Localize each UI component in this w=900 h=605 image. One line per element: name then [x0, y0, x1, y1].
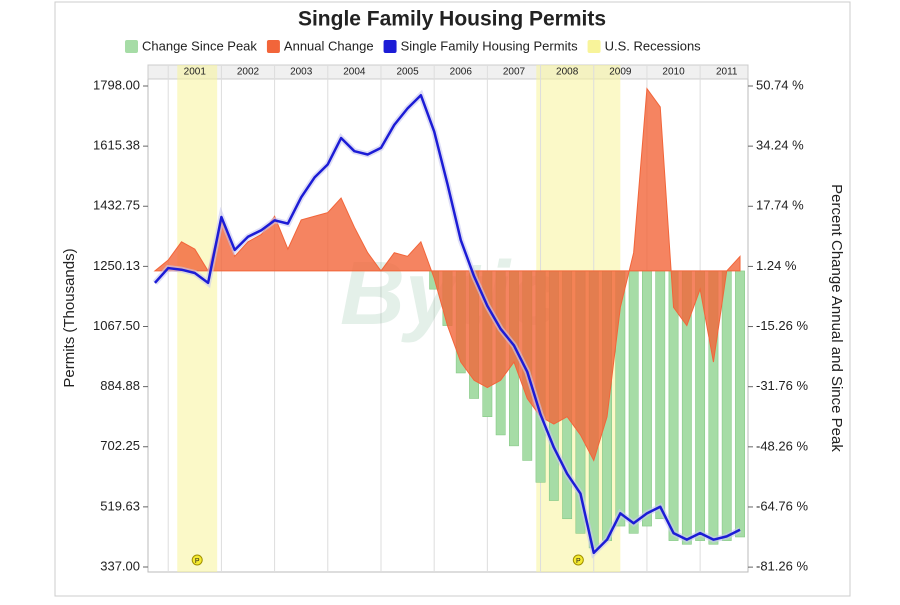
x-tick-label: 2009: [609, 67, 632, 78]
y2-tick-label: -31.76 %: [756, 378, 808, 393]
x-tick-label: 2005: [396, 67, 419, 78]
since-peak-bar: [642, 270, 652, 527]
since-peak-bar: [735, 270, 745, 538]
y2-tick-label: 1.24 %: [756, 258, 797, 273]
annual-change-area: [153, 87, 741, 462]
recession-marker-label: P: [195, 558, 200, 565]
y2-tick-label: -48.26 %: [756, 438, 808, 453]
legend-label: U.S. Recessions: [605, 38, 702, 53]
y2-tick-label: -15.26 %: [756, 318, 808, 333]
y-axis-title: Permits (Thousands): [61, 248, 78, 387]
x-tick-label: 2007: [503, 67, 526, 78]
x-tick-label: 2010: [662, 67, 685, 78]
chart-title: Single Family Housing Permits: [298, 8, 606, 31]
x-tick-label: 2008: [556, 67, 579, 78]
x-tick-label: 2003: [290, 67, 313, 78]
y-tick-label: 519.63: [100, 498, 140, 513]
y-tick-label: 1798.00: [93, 77, 140, 92]
x-tick-label: 2004: [343, 67, 366, 78]
y-tick-label: 702.25: [100, 438, 140, 453]
x-tick-label: 2002: [237, 67, 260, 78]
y-tick-label: 1432.75: [93, 198, 140, 213]
y-tick-label: 1250.13: [93, 258, 140, 273]
recession-marker-label: P: [576, 558, 581, 565]
legend-swatch: [125, 40, 138, 53]
y2-tick-label: 17.74 %: [756, 198, 804, 213]
x-tick-label: 2006: [450, 67, 473, 78]
since-peak-bar: [695, 270, 706, 541]
y-tick-label: 1615.38: [93, 138, 140, 153]
permits-line: [153, 93, 741, 555]
x-tick-label: 2011: [716, 67, 738, 78]
legend-swatch: [266, 40, 280, 53]
y2-tick-label: -81.26 %: [756, 559, 808, 574]
x-tick-label: 2001: [184, 67, 207, 78]
since-peak-bar: [721, 270, 732, 541]
legend-label: Change Since Peak: [142, 38, 257, 53]
legend-label: Single Family Housing Permits: [401, 38, 579, 53]
recession-band: [177, 65, 218, 572]
y2-tick-label: -64.76 %: [756, 498, 808, 513]
y2-tick-label: 34.24 %: [756, 138, 804, 153]
recession-marker: [191, 554, 203, 566]
since-peak-bar: [655, 270, 666, 520]
legend-swatch: [587, 40, 601, 53]
y2-tick-label: 50.74 %: [756, 77, 804, 92]
y2-axis-title: Percent Change Annual and Since Peak: [828, 184, 845, 452]
y-tick-label: 884.88: [100, 378, 140, 393]
y-tick-label: 337.00: [100, 558, 140, 573]
recession-marker: [572, 554, 584, 566]
legend-swatch: [383, 40, 397, 53]
since-peak-bar: [628, 270, 639, 534]
legend-label: Annual Change: [284, 38, 374, 53]
y-tick-label: 1067.50: [93, 318, 140, 333]
